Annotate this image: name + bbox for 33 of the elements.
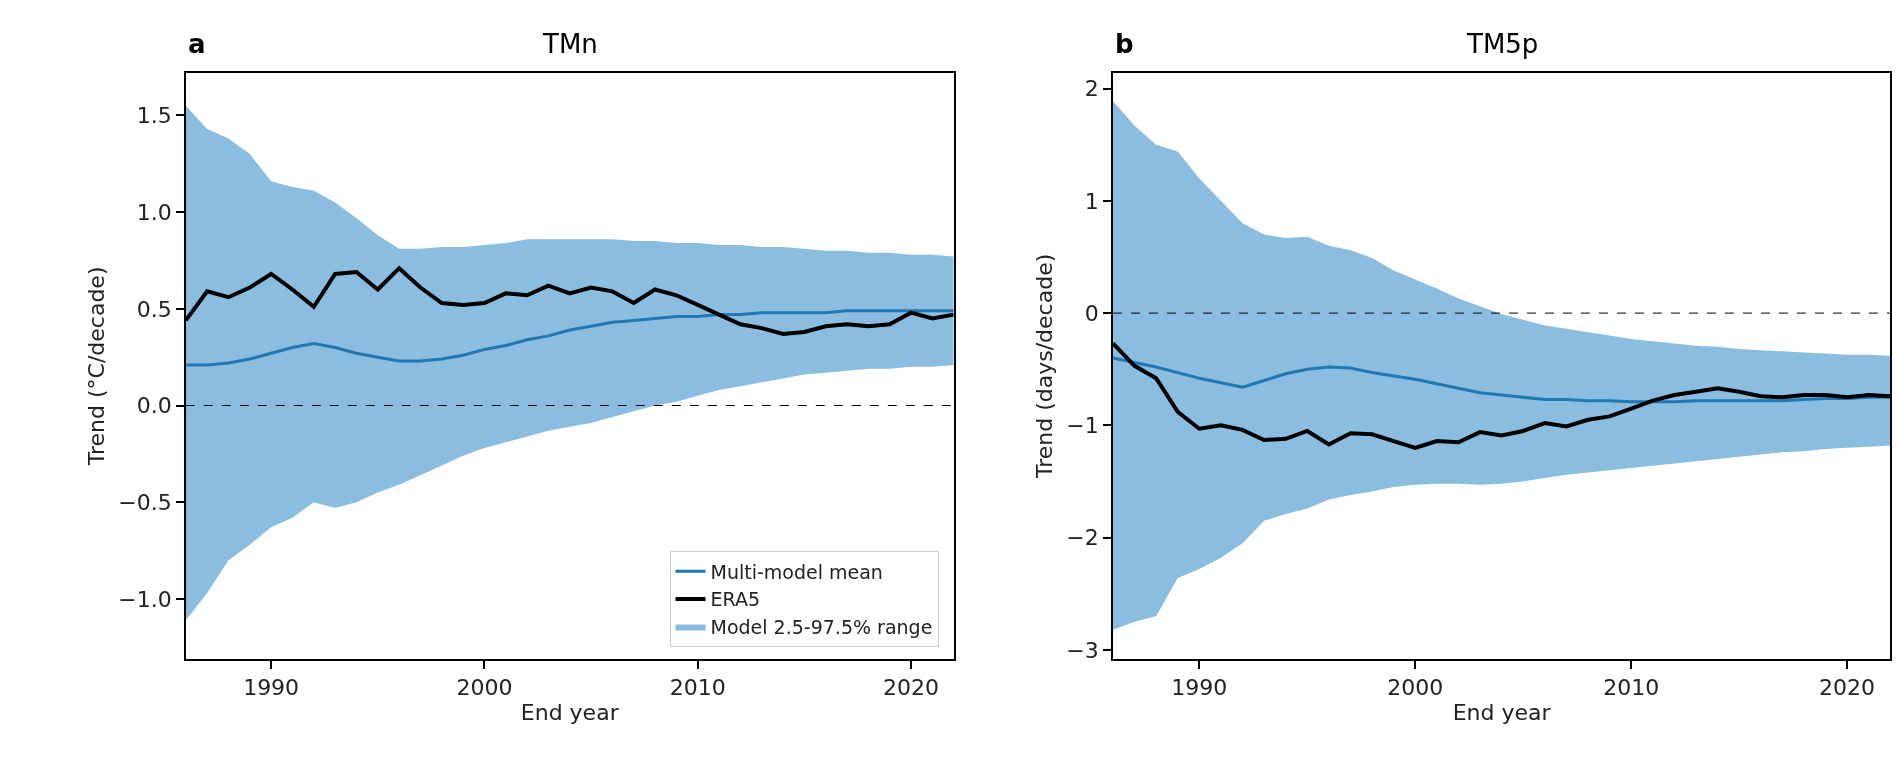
y-tick-label: 0.5	[136, 296, 172, 322]
y-tick-label: −0.5	[118, 489, 172, 515]
x-tick-label: 2020	[883, 675, 940, 700]
line-series	[185, 309, 954, 367]
chart-title: TMn	[542, 29, 598, 59]
x-tick-label: 2020	[1819, 675, 1876, 700]
legend-label: ERA5	[710, 588, 761, 611]
x-axis-title: End year	[1452, 700, 1552, 726]
y-tick-label: 0.0	[136, 393, 172, 419]
x-tick-label: 2010	[669, 675, 726, 700]
chart-title: TM5p	[1466, 29, 1539, 59]
legend-label: Multi-model mean	[710, 560, 883, 583]
x-tick-label: 1990	[243, 675, 300, 700]
y-axis-title: Trend (°C/decade)	[83, 266, 109, 467]
x-tick-label: 2000	[1387, 675, 1444, 700]
text: a	[188, 29, 206, 59]
y-tick-label: 1.0	[136, 199, 172, 225]
y-tick-label: −2	[1066, 525, 1099, 551]
y-tick-label: 0	[1084, 300, 1099, 326]
y-tick-label: 2	[1084, 76, 1099, 102]
x-axis-title: End year	[520, 700, 620, 726]
y-tick-label: −1.0	[118, 586, 172, 612]
x-tick-label: 2000	[456, 675, 513, 700]
y-axis-title: Trend (days/decade)	[1031, 253, 1057, 480]
y-tick-label: −1	[1066, 413, 1099, 439]
x-tick-label: 1990	[1171, 675, 1228, 700]
text: b	[1115, 29, 1134, 59]
legend-label: Model 2.5-97.5% range	[710, 616, 933, 639]
y-tick-label: 1.5	[136, 103, 172, 129]
line-series	[1112, 356, 1891, 404]
y-tick-label: 1	[1084, 188, 1099, 214]
x-tick-label: 2010	[1603, 675, 1660, 700]
y-tick-label: −3	[1066, 637, 1099, 663]
